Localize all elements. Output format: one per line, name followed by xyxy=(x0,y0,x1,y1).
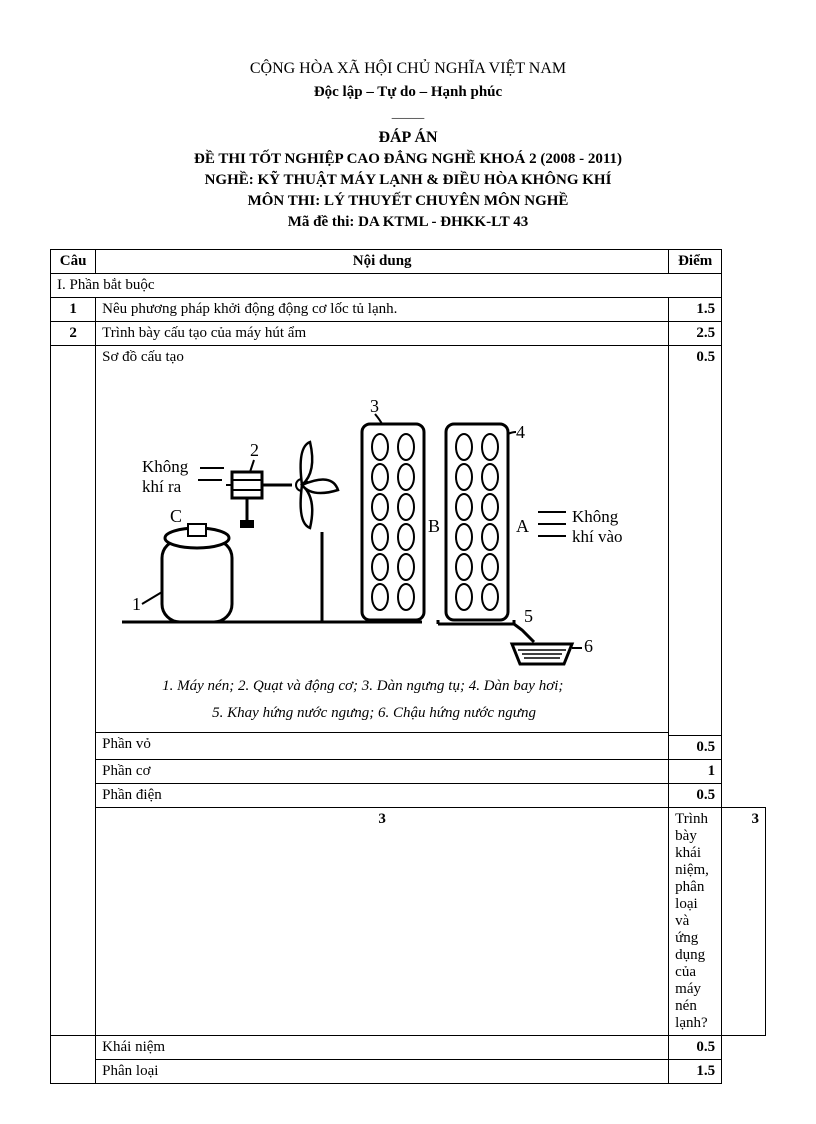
evaporator-icon xyxy=(446,424,508,620)
cell-q3-num: 3 xyxy=(96,808,669,1036)
label-air-in-2: khí vào xyxy=(572,527,623,546)
label-6: 6 xyxy=(584,636,593,656)
cell-q2-num: 2 xyxy=(51,322,96,346)
table-row: Khái niệm 0.5 xyxy=(51,1036,766,1060)
cell-q2-sub-numcol xyxy=(51,346,96,1036)
header-subject: MÔN THI: LÝ THUYẾT CHUYÊN MÔN NGHỀ xyxy=(50,193,766,210)
diagram-wrap: 1 C 2 xyxy=(102,372,662,672)
table-row: Phân loại 1.5 xyxy=(51,1060,766,1084)
label-2: 2 xyxy=(250,440,259,460)
cell-q2d-score: 0.5 xyxy=(669,784,722,808)
cell-q2b-content-inline: Phần vỏ xyxy=(96,732,668,756)
condenser-icon xyxy=(362,424,424,620)
label-A: A xyxy=(516,516,529,536)
cell-q2b-score: 0.5 xyxy=(669,735,721,759)
label-5: 5 xyxy=(524,606,533,626)
document-header: CỘNG HÒA XÃ HỘI CHỦ NGHĨA VIỆT NAM Độc l… xyxy=(50,60,766,231)
bowl-icon xyxy=(512,644,572,664)
cell-q1-num: 1 xyxy=(51,298,96,322)
header-separator: _____ xyxy=(50,105,766,121)
cell-q3b-content: Phân loại xyxy=(96,1060,669,1084)
cell-q2b-text: Phần vỏ xyxy=(102,736,151,752)
tray-icon xyxy=(438,620,534,642)
section-row: I. Phần bắt buộc xyxy=(51,274,766,298)
cell-q3a-content: Khái niệm xyxy=(96,1036,669,1060)
fan-icon xyxy=(262,442,338,528)
cell-q2-score: 2.5 xyxy=(669,322,722,346)
diagram-title: Sơ đồ cấu tạo xyxy=(102,349,662,366)
table-row-diagram: Sơ đồ cấu tạo 1 xyxy=(51,346,766,760)
table-row: 1 Nêu phương pháp khởi động động cơ lốc … xyxy=(51,298,766,322)
label-C: C xyxy=(170,506,182,526)
label-4: 4 xyxy=(516,422,525,442)
label-B: B xyxy=(428,516,440,536)
answer-table: Câu Nội dung Điểm I. Phần bắt buộc 1 Nêu… xyxy=(50,249,766,1084)
header-exam-code: Mã đề thi: DA KTML - ĐHKK-LT 43 xyxy=(50,214,766,231)
cell-diagram: Sơ đồ cấu tạo 1 xyxy=(96,346,669,760)
header-exam-title: ĐỀ THI TỐT NGHIỆP CAO ĐẲNG NGHỀ KHOÁ 2 (… xyxy=(50,151,766,168)
header-dapan: ĐÁP ÁN xyxy=(50,129,766,147)
compressor-icon xyxy=(162,524,232,622)
diagram-caption-1: 1. Máy nén; 2. Quạt và động cơ; 3. Dàn n… xyxy=(102,672,662,699)
table-row: 3 Trình bày khái niệm, phân loại và ứng … xyxy=(51,808,766,1036)
page: CỘNG HÒA XÃ HỘI CHỦ NGHĨA VIỆT NAM Độc l… xyxy=(0,0,816,1124)
section-title: I. Phần bắt buộc xyxy=(51,274,722,298)
cell-q3-sub-numcol xyxy=(51,1036,96,1084)
dehumidifier-diagram: 1 C 2 xyxy=(102,372,662,672)
cell-q2-content: Trình bày cấu tạo của máy hút ẩm xyxy=(96,322,669,346)
cell-q3-score: 3 xyxy=(722,808,766,1036)
table-row: Phần cơ 1 xyxy=(51,760,766,784)
table-row: 2 Trình bày cấu tạo của máy hút ẩm 2.5 xyxy=(51,322,766,346)
diagram-caption-2: 5. Khay hứng nước ngưng; 6. Chậu hứng nư… xyxy=(102,699,662,726)
table-header-row: Câu Nội dung Điểm xyxy=(51,250,766,274)
cell-q1-score: 1.5 xyxy=(669,298,722,322)
cell-q3b-score: 1.5 xyxy=(669,1060,722,1084)
table-row: Phần điện 0.5 xyxy=(51,784,766,808)
cell-q2c-content: Phần cơ xyxy=(96,760,669,784)
header-country: CỘNG HÒA XÃ HỘI CHỦ NGHĨA VIỆT NAM xyxy=(50,60,766,78)
cell-q2a-score: 0.5 xyxy=(669,346,721,369)
cell-q3-content: Trình bày khái niệm, phân loại và ứng dụ… xyxy=(669,808,722,1036)
label-air-out-2: khí ra xyxy=(142,477,182,496)
cell-q2c-score: 1 xyxy=(669,760,722,784)
label-1: 1 xyxy=(132,594,141,614)
header-motto: Độc lập – Tự do – Hạnh phúc xyxy=(50,84,766,101)
cell-q1-content: Nêu phương pháp khởi động động cơ lốc tủ… xyxy=(96,298,669,322)
label-3: 3 xyxy=(370,396,379,416)
cell-q2a-score-wrap: 0.5 0.5 xyxy=(669,346,722,760)
col-header-cau: Câu xyxy=(51,250,96,274)
header-profession: NGHỀ: KỸ THUẬT MÁY LẠNH & ĐIỀU HÒA KHÔNG… xyxy=(50,172,766,189)
cell-q3a-score: 0.5 xyxy=(669,1036,722,1060)
col-header-diem: Điểm xyxy=(669,250,722,274)
cell-q2d-content: Phần điện xyxy=(96,784,669,808)
label-air-in-1: Không xyxy=(572,507,619,526)
label-air-out-1: Không xyxy=(142,457,189,476)
col-header-noidung: Nội dung xyxy=(96,250,669,274)
motor-icon xyxy=(226,472,262,528)
